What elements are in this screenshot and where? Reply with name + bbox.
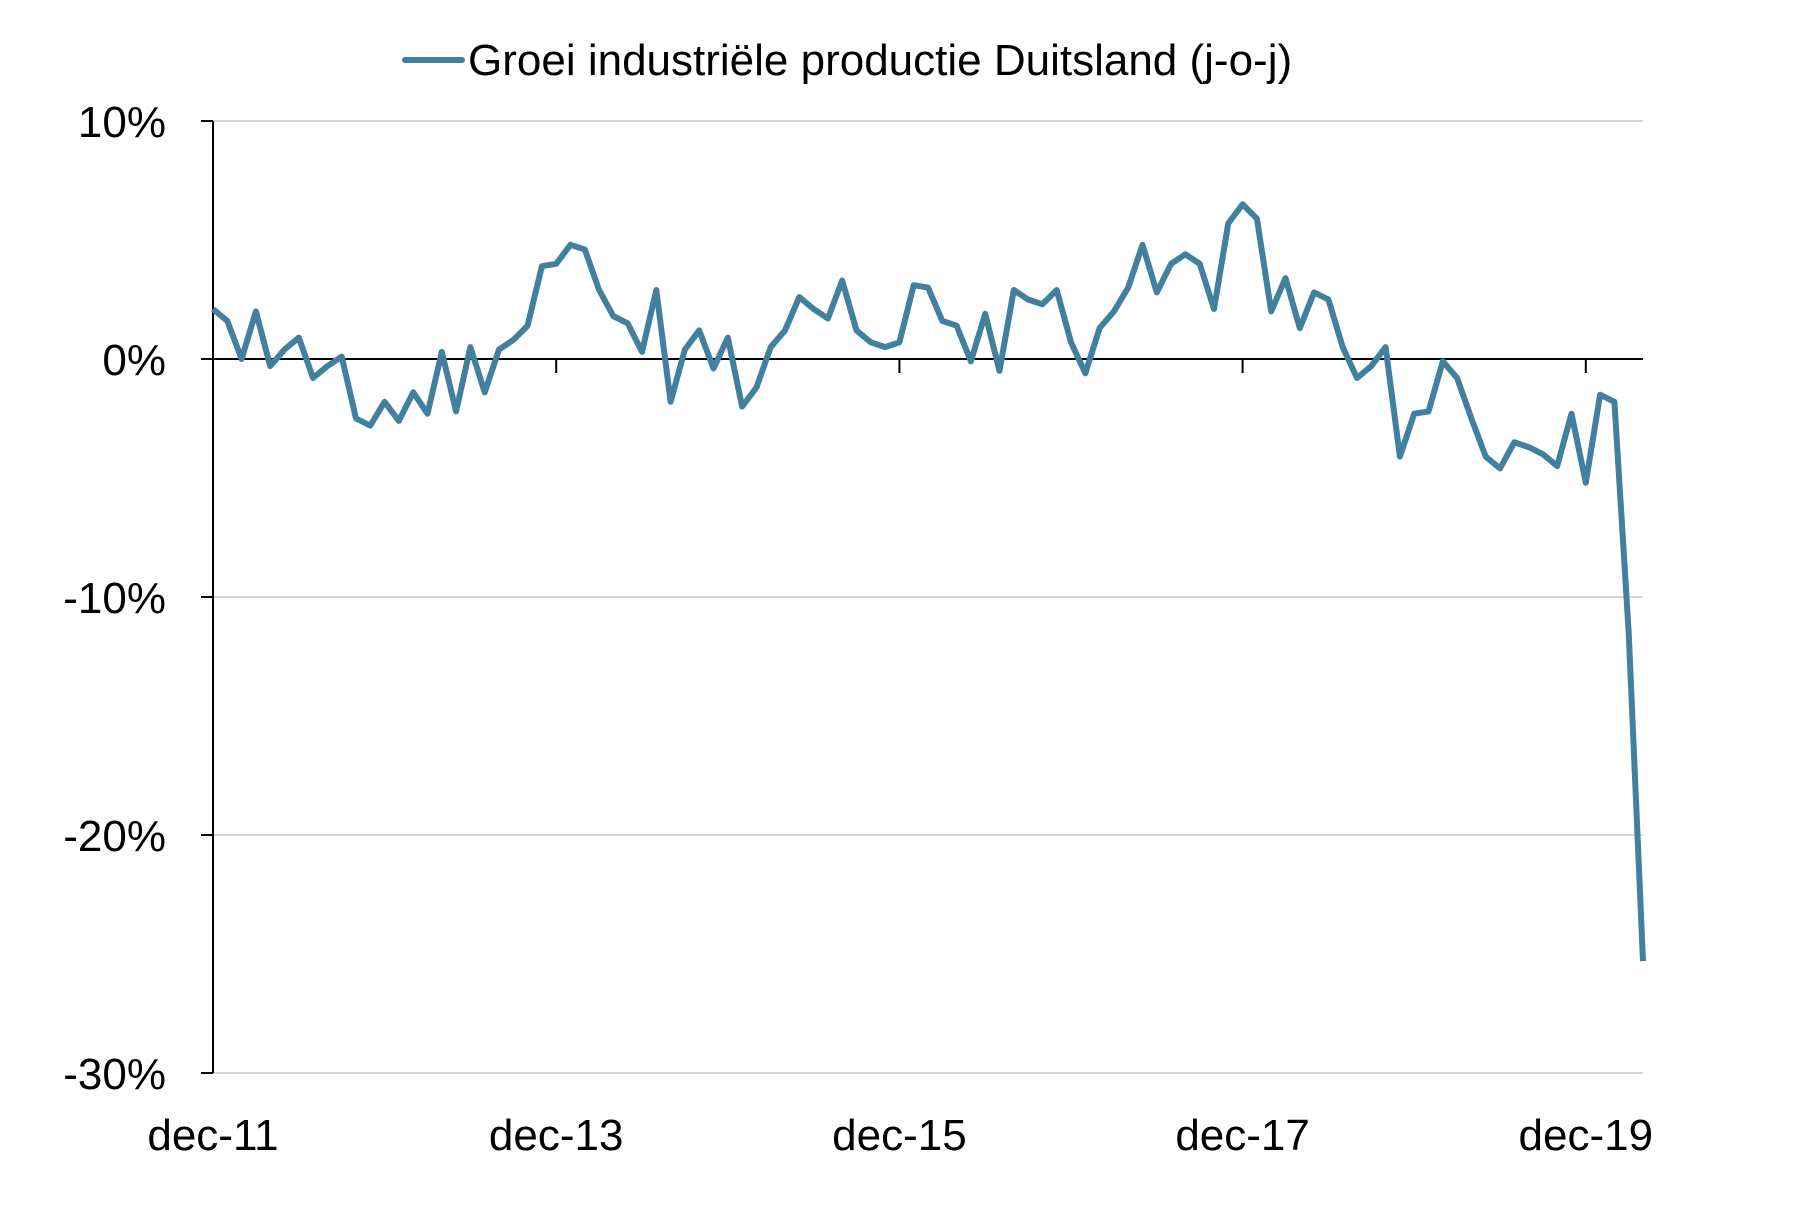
series-layer — [211, 201, 1646, 962]
y-tick-label: -10% — [63, 574, 166, 623]
x-tick-label: dec-19 — [1519, 1111, 1654, 1160]
y-tick-label: 10% — [78, 98, 166, 147]
x-tick-label: dec-11 — [147, 1111, 278, 1160]
x-axis-tick-labels: dec-11 dec-13 dec-15 dec-17 dec-19 — [147, 1111, 1653, 1160]
x-tick-label: dec-15 — [832, 1111, 967, 1160]
y-tick-label: -20% — [63, 812, 166, 861]
x-tick-label: dec-17 — [1175, 1111, 1310, 1160]
legend-label: Groei industriële productie Duitsland (j… — [468, 36, 1292, 85]
chart-legend: Groei industriële productie Duitsland (j… — [402, 36, 1292, 85]
y-tick-label: 0% — [102, 336, 166, 385]
x-tick-label: dec-13 — [489, 1111, 624, 1160]
gridlines — [213, 120, 1643, 1074]
series-line — [211, 201, 1646, 962]
axes — [201, 120, 1643, 1074]
y-tick-label: -30% — [63, 1050, 166, 1099]
y-axis-tick-labels: 10% 0% -10% -20% -30% — [63, 98, 166, 1099]
